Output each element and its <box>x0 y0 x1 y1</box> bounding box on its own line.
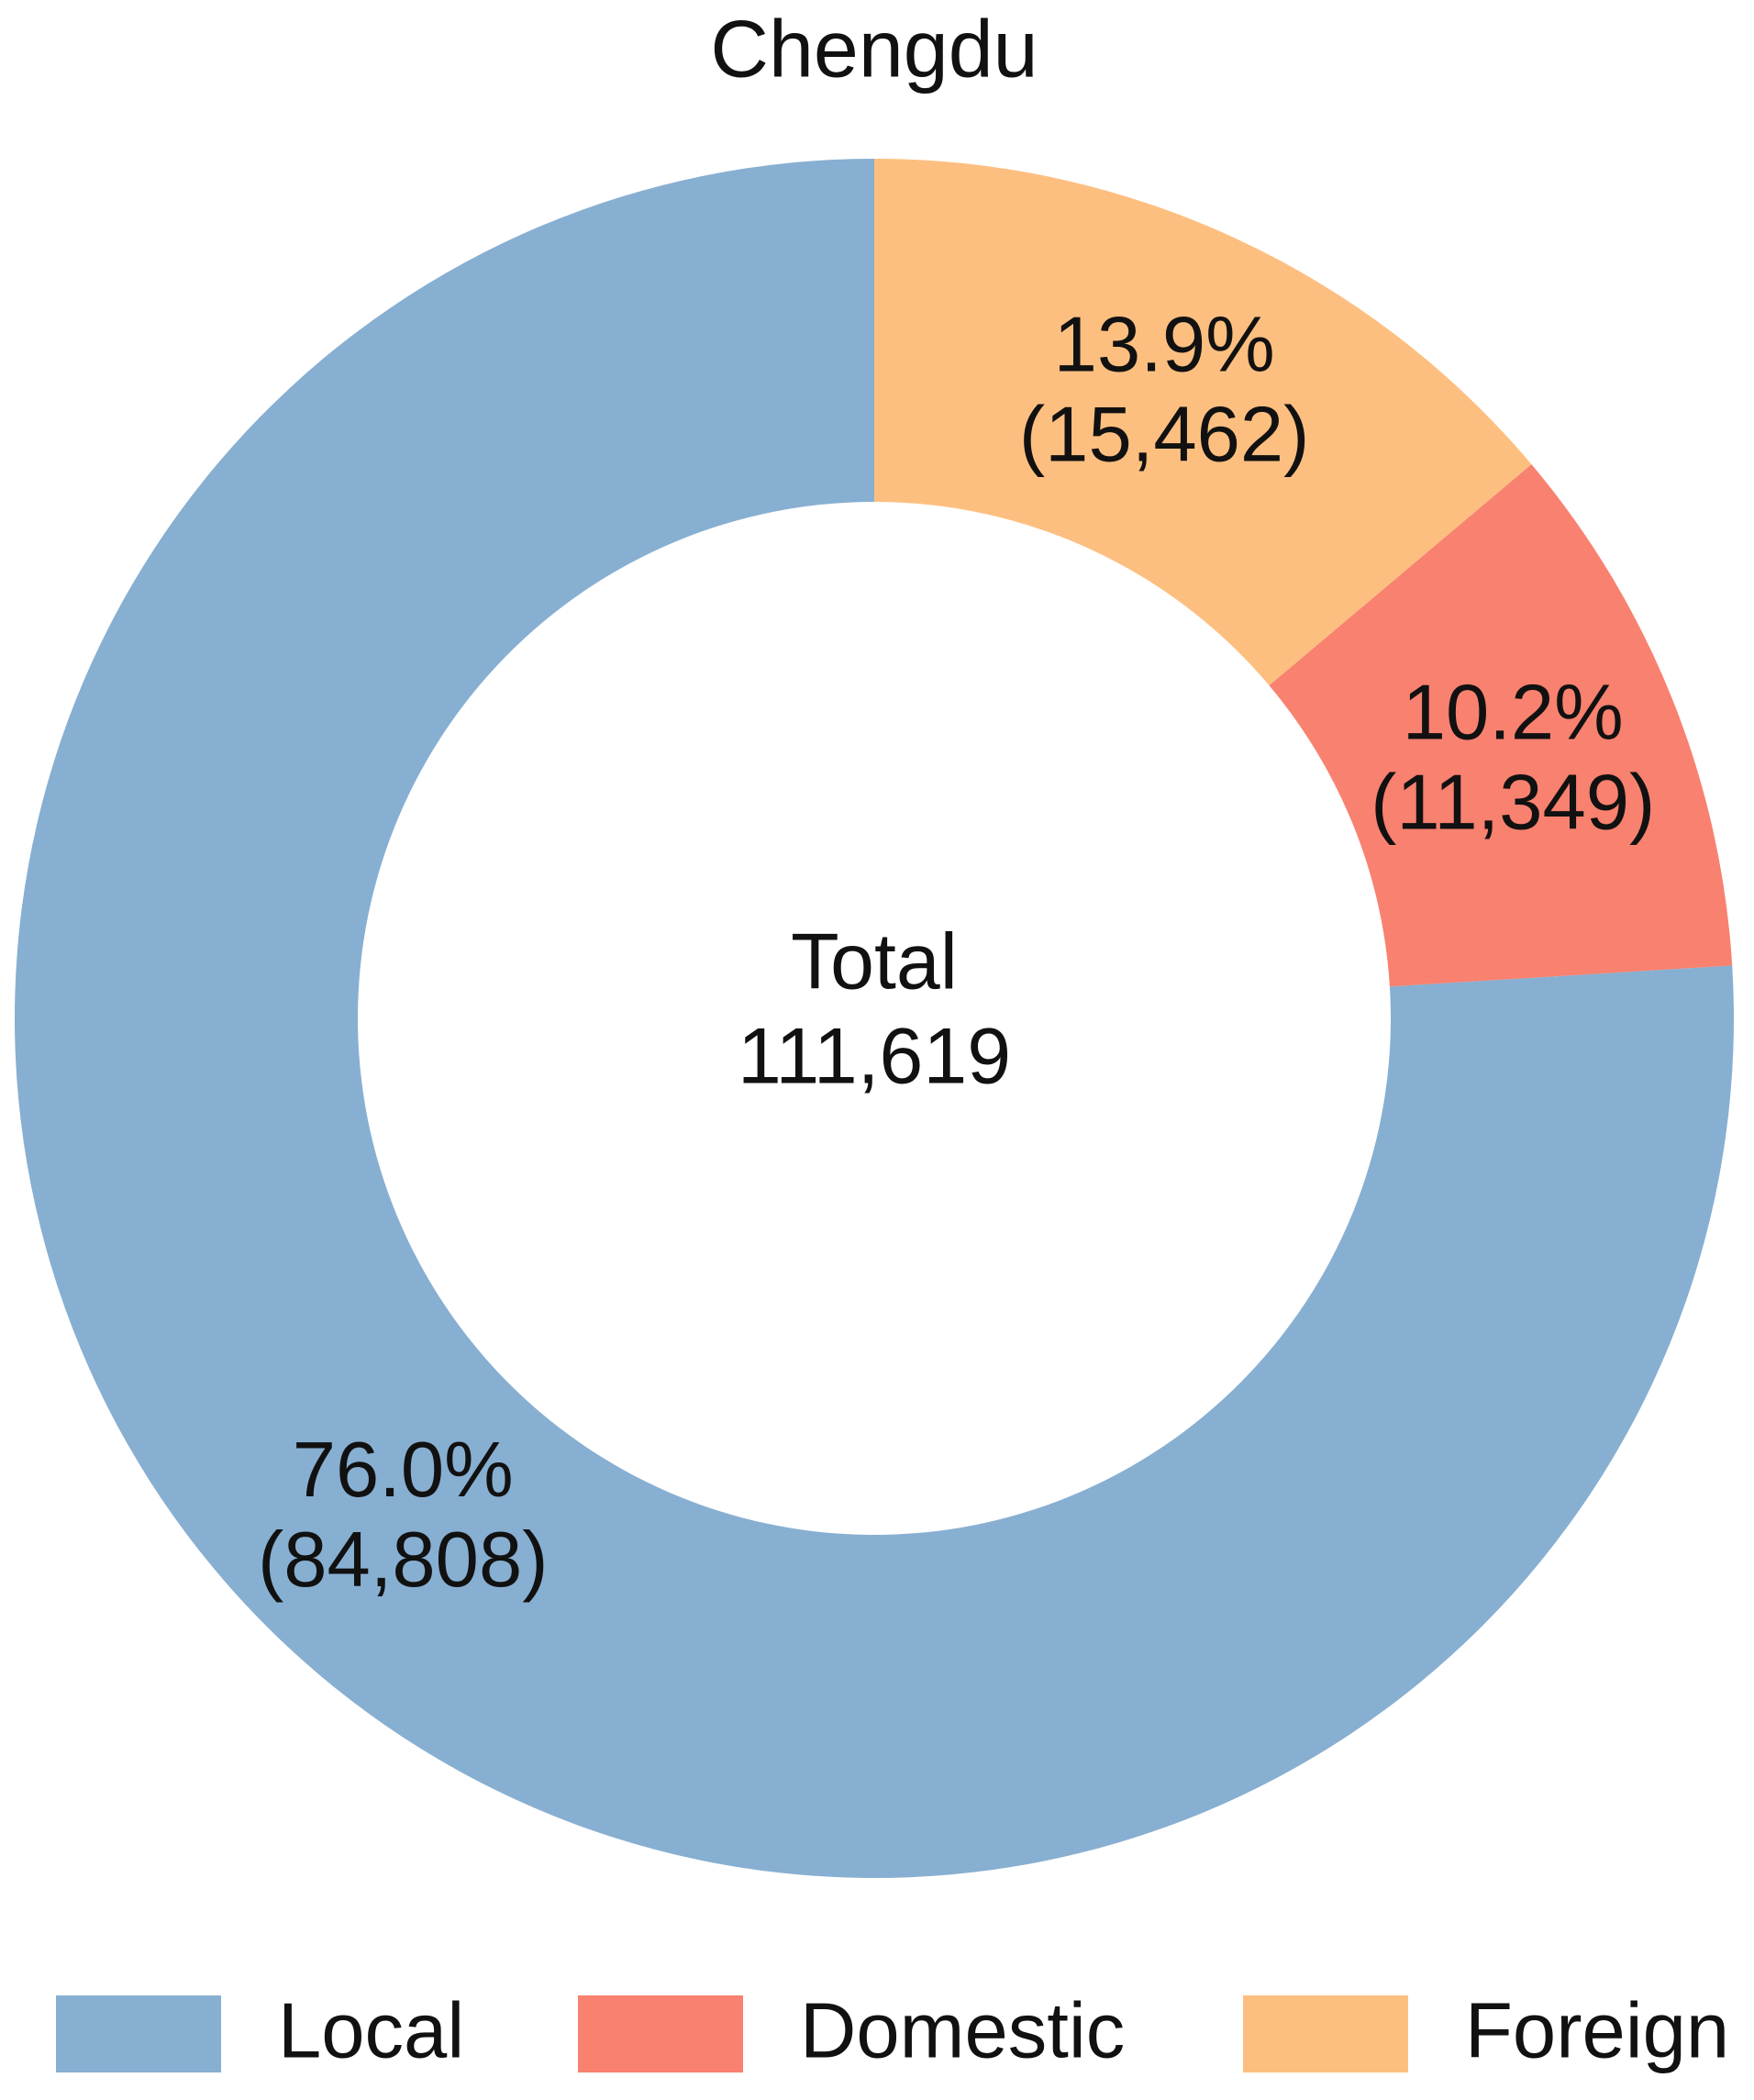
slice <box>15 159 1734 1878</box>
slices <box>15 159 1734 1878</box>
slice <box>1269 464 1733 987</box>
value-label: (15,462) <box>1019 391 1310 478</box>
legend-swatch <box>1243 1995 1408 2072</box>
legend-swatch <box>56 1995 221 2072</box>
labels: 76.0%(84,808) 10.2%(11,349) 13.9%(15,462) <box>258 301 1655 1603</box>
legend-swatch <box>578 1995 743 2072</box>
legend-label: Domestic <box>800 1987 1125 2074</box>
slice <box>874 159 1532 686</box>
center-value: 111,619 <box>738 1013 1011 1101</box>
value-label: (11,349) <box>1371 760 1655 847</box>
percent-label: 76.0% <box>293 1427 514 1514</box>
center-label: Total <box>791 918 958 1006</box>
chart-title: Chengdu <box>710 3 1038 94</box>
legend-label: Foreign <box>1465 1987 1729 2074</box>
percent-label: 13.9% <box>1054 301 1275 388</box>
legend: Local Domestic Foreign <box>56 1987 1729 2074</box>
legend-label: Local <box>278 1987 464 2074</box>
value-label: (84,808) <box>258 1517 549 1604</box>
percent-label: 10.2% <box>1403 670 1624 757</box>
